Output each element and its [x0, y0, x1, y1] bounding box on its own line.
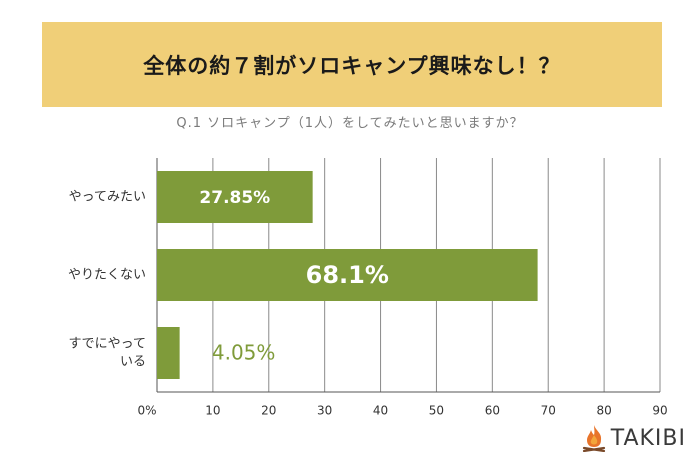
category-label: やってみたい — [69, 190, 146, 205]
x-tick-label: 10 — [205, 404, 220, 418]
brand-logo: TAKIBI — [581, 423, 686, 453]
brand-name: TAKIBI — [610, 425, 686, 451]
x-tick-label: 40 — [373, 404, 388, 418]
chart-subtitle: Q.1 ソロキャンプ（1人）をしてみたいと思いますか？ — [176, 116, 524, 131]
x-tick-label: 30 — [317, 404, 332, 418]
title-banner: 全体の約７割がソロキャンプ興味なし！？ — [42, 22, 662, 107]
category-label: すでにやって — [69, 337, 146, 352]
x-tick-label: 70 — [541, 404, 556, 418]
x-tick-label: 0% — [137, 404, 156, 418]
x-tick-label: 80 — [596, 404, 611, 418]
data-label: 68.1% — [306, 261, 389, 289]
data-label: 4.05% — [212, 341, 276, 365]
x-tick-label: 20 — [261, 404, 276, 418]
category-label: いる — [120, 355, 146, 370]
bar — [157, 249, 538, 301]
flame-icon — [582, 425, 605, 452]
chart-title: 全体の約７割がソロキャンプ興味なし！？ — [143, 53, 561, 78]
bar — [157, 327, 180, 379]
category-label: やりたくない — [68, 268, 146, 283]
x-tick-label: 90 — [652, 404, 667, 418]
x-tick-label: 60 — [485, 404, 500, 418]
bar — [157, 171, 313, 223]
data-label: 27.85% — [199, 188, 270, 208]
x-tick-label: 50 — [429, 404, 444, 418]
